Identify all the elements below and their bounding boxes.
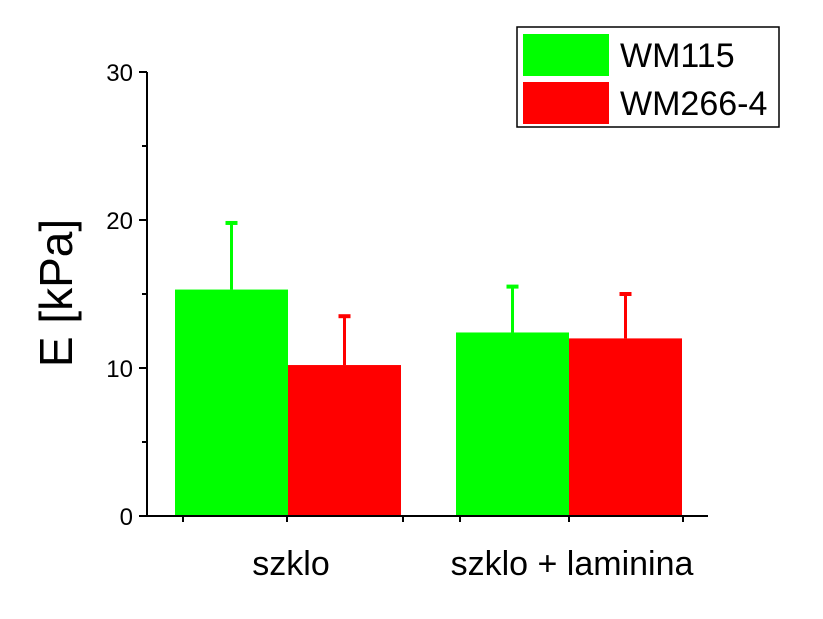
legend: WM115 WM266-4 (516, 26, 780, 128)
legend-label-1: WM266-4 (620, 85, 767, 123)
legend-label-0: WM115 (620, 37, 735, 75)
axes-layer: szklo szklo + laminina 0 10 20 30 (106, 60, 708, 583)
legend-swatch-1 (523, 82, 609, 124)
y-axis-title: E [kPa] (30, 219, 82, 367)
y-tick-label-2: 20 (106, 208, 133, 235)
bar-wm266-4-1 (569, 338, 682, 516)
legend-swatch-0 (523, 34, 609, 76)
bar-wm115-0 (175, 289, 288, 516)
error-bars-layer (225, 220, 632, 366)
bar-wm266-4-0 (288, 365, 401, 516)
y-tick-label-3: 30 (106, 60, 133, 87)
bars-layer (175, 289, 682, 516)
bar-wm115-1 (456, 332, 569, 516)
x-tick-label-0: szklo (252, 545, 329, 583)
y-tick-label-1: 10 (106, 356, 133, 383)
x-tick-label-1: szklo + laminina (451, 545, 694, 583)
y-tick-label-0: 0 (120, 504, 133, 531)
